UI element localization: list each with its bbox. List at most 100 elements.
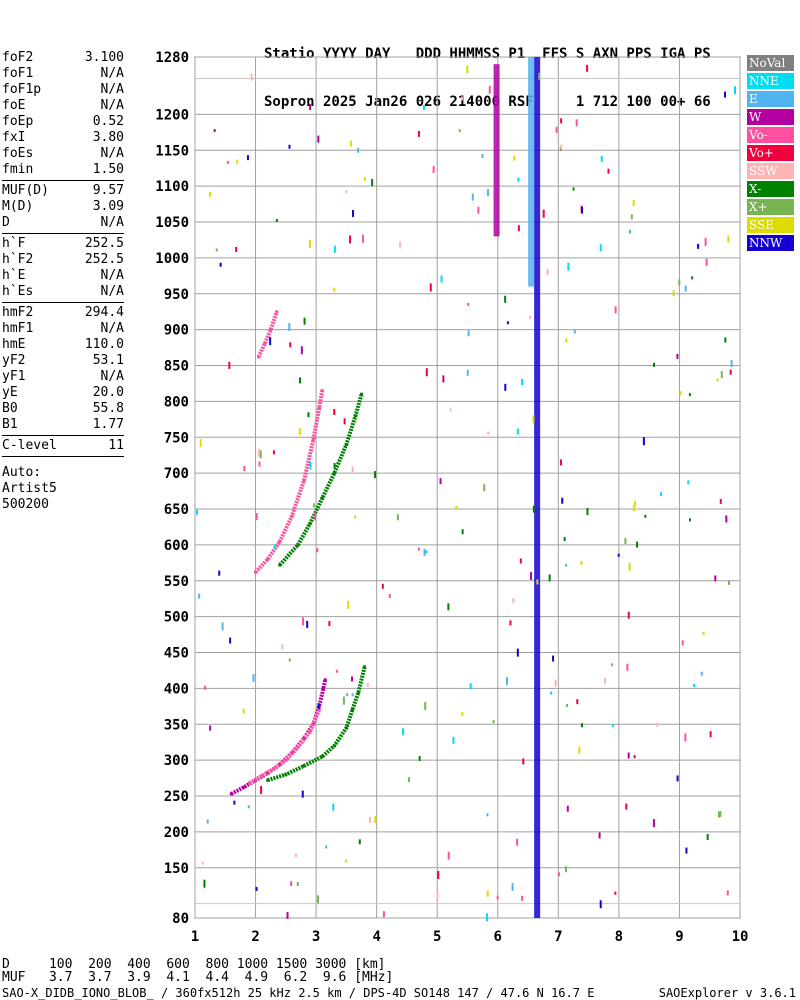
param-value: 3.80: [92, 130, 124, 145]
param-c-level: C-level 11: [2, 438, 124, 454]
noise-dot: [333, 408, 336, 415]
param-label: foE: [2, 98, 26, 113]
echo-column: [534, 57, 541, 918]
noise-dot: [477, 206, 480, 214]
echo-point: [302, 478, 306, 482]
noise-dot: [546, 268, 549, 275]
noise-dot: [333, 245, 336, 253]
param-label: D: [2, 215, 10, 230]
noise-dot: [532, 415, 535, 424]
noise-dot: [617, 553, 620, 557]
noise-dot: [358, 839, 361, 845]
noise-dot: [247, 805, 250, 809]
echo-point: [357, 690, 360, 694]
param-value: 3.09: [92, 199, 124, 214]
x-tick-label: 8: [615, 929, 623, 945]
noise-dot: [716, 378, 719, 382]
param-value: N/A: [100, 146, 124, 161]
noise-dot: [611, 663, 614, 667]
legend-x-: X-: [747, 181, 794, 197]
param-value: 20.0: [92, 385, 124, 400]
noise-dot: [481, 154, 484, 159]
noise-dot: [614, 306, 617, 314]
y-tick-label: 1100: [155, 179, 189, 195]
noise-dot: [727, 235, 730, 243]
noise-dot: [281, 644, 284, 650]
param-fxi: fxI 3.80: [2, 130, 124, 146]
echo-point: [320, 496, 324, 500]
noise-dot: [218, 570, 221, 576]
noise-dot: [307, 412, 310, 418]
noise-dot: [422, 105, 425, 111]
noise-dot: [257, 448, 260, 457]
param-b0: B0 55.8: [2, 401, 124, 417]
param-label: yF1: [2, 369, 26, 384]
echo-trace: [230, 679, 328, 796]
noise-dot: [381, 583, 384, 589]
param-foep: foEp 0.52: [2, 114, 124, 130]
noise-dot: [317, 135, 320, 143]
echo-point: [275, 310, 279, 314]
noise-dot: [614, 891, 617, 895]
noise-dot: [288, 323, 291, 332]
param-label: foF1p: [2, 82, 42, 97]
noise-dot: [272, 450, 275, 455]
echo-trace: [248, 709, 321, 785]
noise-dot: [199, 438, 202, 447]
noise-dot: [504, 295, 507, 303]
echo-point: [332, 471, 336, 475]
noise-dot: [600, 155, 603, 162]
param-muf-d-: MUF(D) 9.57: [2, 183, 124, 199]
noise-dot: [607, 168, 610, 174]
param-label: foF2: [2, 50, 34, 65]
noise-dot: [354, 515, 357, 519]
param-label: MUF(D): [2, 183, 49, 198]
noise-dot: [246, 155, 249, 161]
noise-dot: [252, 673, 255, 682]
noise-dot: [302, 617, 305, 626]
param-value: N/A: [100, 268, 124, 283]
noise-dot: [688, 393, 691, 397]
noise-dot: [417, 547, 420, 551]
noise-dot: [485, 913, 488, 922]
echo-point: [302, 737, 306, 741]
param-label: B1: [2, 417, 18, 432]
noise-dot: [611, 723, 614, 727]
noise-dot: [516, 428, 519, 435]
noise-dot: [516, 648, 519, 657]
noise-dot: [308, 239, 311, 248]
param-yf1: yF1 N/A: [2, 369, 124, 385]
y-tick-label: 750: [164, 430, 189, 446]
echo-trace: [278, 393, 364, 567]
param-h-es: h`Es N/A: [2, 284, 124, 300]
noise-dot: [542, 209, 545, 218]
noise-dot: [432, 165, 435, 173]
noise-dot: [209, 725, 212, 731]
noise-dot: [333, 462, 336, 469]
noise-dot: [447, 603, 450, 611]
noise-dot: [630, 214, 633, 220]
version-label: SAOExplorer v 3.6.1: [658, 986, 796, 1000]
noise-dot: [632, 200, 635, 207]
legend-nne: NNE: [747, 73, 794, 89]
noise-dot: [236, 159, 239, 164]
noise-dot: [660, 492, 663, 497]
y-tick-label: 850: [164, 359, 189, 375]
x-tick-label: 4: [372, 929, 380, 945]
echo-point: [320, 755, 324, 759]
noise-dot: [303, 317, 306, 325]
noise-dot: [250, 73, 253, 81]
noise-dot: [362, 234, 365, 243]
echo-point: [296, 543, 300, 547]
footer-muf-row: MUF 3.7 3.7 3.9 4.1 4.4 4.9 6.2 9.6 [MHz…: [2, 970, 394, 985]
echo-point: [344, 442, 348, 446]
noise-dot: [566, 805, 569, 812]
noise-dot: [226, 160, 229, 164]
param-label: hmE: [2, 337, 26, 352]
param-label: foEp: [2, 114, 34, 129]
echo-point: [278, 762, 282, 766]
noise-dot: [469, 683, 472, 690]
noise-dot: [255, 512, 258, 520]
y-tick-label: 700: [164, 466, 189, 482]
param-value: 252.5: [84, 236, 124, 251]
